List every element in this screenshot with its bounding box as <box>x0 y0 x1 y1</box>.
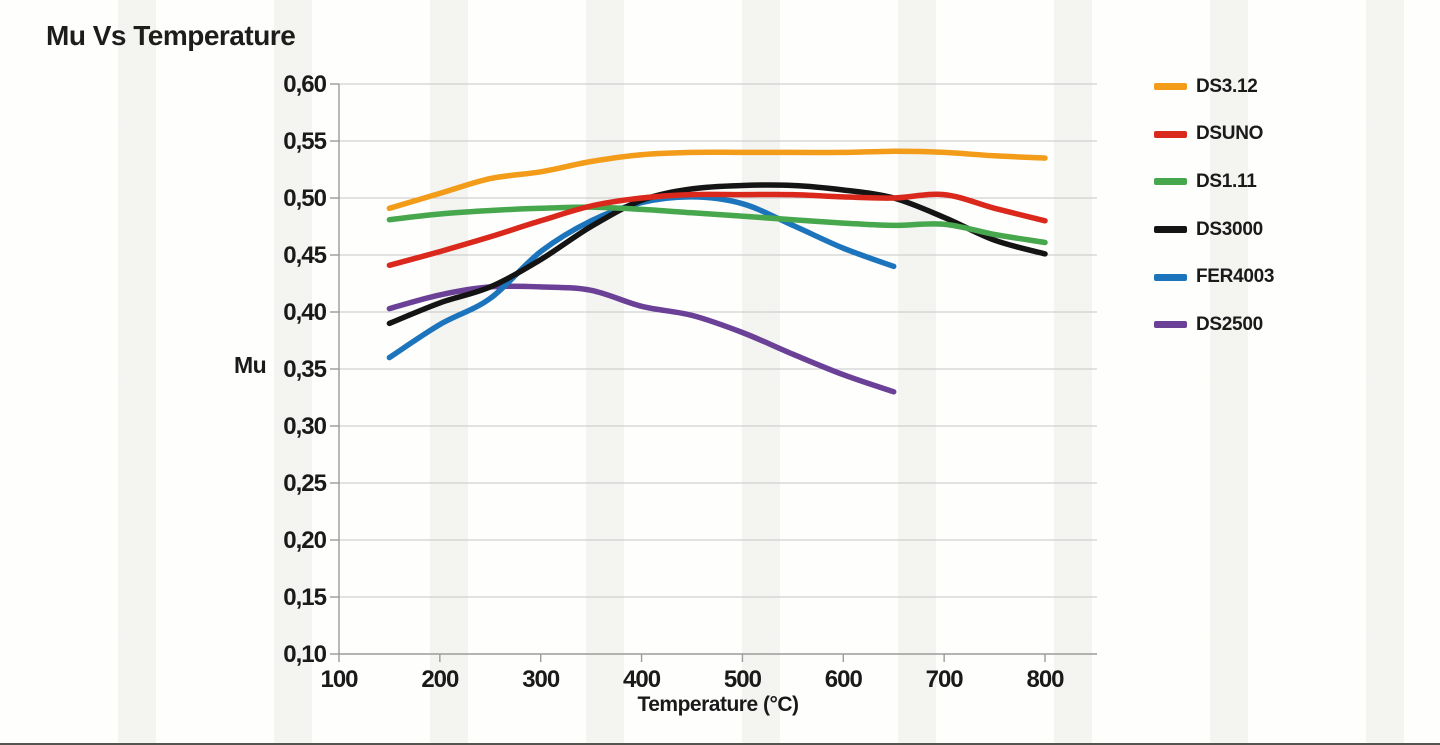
legend-label: DS3000 <box>1196 218 1263 240</box>
x-tick-label: 400 <box>623 666 661 693</box>
legend-swatch-FER4003 <box>1154 273 1187 281</box>
legend-label: DSUNO <box>1196 123 1264 145</box>
y-tick-label: 0,55 <box>283 128 326 155</box>
x-tick-label: 500 <box>724 666 762 693</box>
x-tick-label: 800 <box>1026 666 1064 693</box>
x-tick-label: 600 <box>825 666 863 693</box>
series-line-DS1.11 <box>386 204 1048 246</box>
y-tick-label: 0,10 <box>283 641 326 668</box>
x-axis-title: Temperature (°C) <box>637 693 799 716</box>
y-axis-title: Mu <box>234 352 267 378</box>
legend-swatch-DS1.11 <box>1154 178 1187 186</box>
y-tick-label: 0,30 <box>283 413 326 440</box>
legend-item-DS3000: DS3000 <box>1154 219 1274 240</box>
series-line-DSUNO <box>386 191 1048 269</box>
legend-label: DS1.11 <box>1196 170 1257 192</box>
legend-swatch-DS3.12 <box>1154 83 1187 90</box>
legend-label: DS2500 <box>1196 313 1263 335</box>
y-tick-label: 0,15 <box>283 584 326 611</box>
y-tick-label: 0,60 <box>283 71 326 98</box>
legend-swatch-DS2500 <box>1154 321 1187 329</box>
series-line-DS3.12 <box>386 148 1048 212</box>
series-line-DS2500 <box>386 283 897 395</box>
legend-label: FER4003 <box>1196 266 1275 288</box>
x-tick-label: 200 <box>421 666 459 693</box>
y-tick-label: 0,45 <box>283 242 326 269</box>
legend-item-DS3.12: DS3.12 <box>1154 76 1274 97</box>
legend: DS3.12 DSUNO DS1.11 DS3000 FER4003 DS2500 <box>1154 76 1274 366</box>
x-tick-label: 700 <box>926 666 964 693</box>
legend-label: DS3.12 <box>1196 75 1258 97</box>
chart-title: Mu Vs Temperature <box>46 20 296 51</box>
legend-swatch-DSUNO <box>1154 130 1187 138</box>
legend-item-DS2500: DS2500 <box>1154 314 1274 335</box>
series-line-DS3000 <box>386 182 1048 327</box>
legend-item-DSUNO: DSUNO <box>1154 123 1274 144</box>
y-tick-label: 0,35 <box>283 356 326 383</box>
x-tick-label: 300 <box>522 666 560 693</box>
x-tick-label: 100 <box>320 666 358 693</box>
y-tick-label: 0,50 <box>283 185 326 212</box>
legend-item-FER4003: FER4003 <box>1154 266 1274 287</box>
y-tick-label: 0,40 <box>283 299 326 326</box>
legend-item-DS1.11: DS1.11 <box>1154 171 1274 192</box>
legend-swatch-DS3000 <box>1154 226 1187 234</box>
y-tick-label: 0,20 <box>283 527 326 554</box>
y-tick-label: 0,25 <box>283 470 326 497</box>
